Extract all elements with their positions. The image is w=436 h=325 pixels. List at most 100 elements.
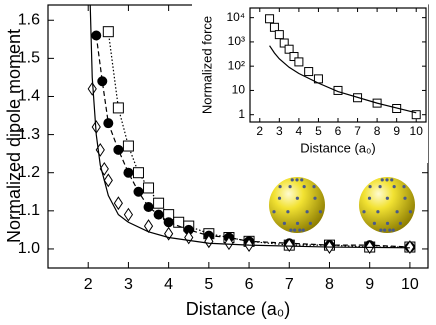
sphere-dot (290, 178, 294, 182)
y-tick-label: 1 (238, 107, 245, 121)
sphere-dot (286, 210, 290, 214)
y-tick-label: 10 (232, 83, 246, 97)
y-tick-label: 10² (228, 58, 245, 72)
sphere (269, 177, 325, 233)
square-marker (411, 110, 421, 120)
diamond-marker (99, 161, 109, 176)
sphere-dot (313, 196, 317, 200)
x-tick-label: 4 (296, 124, 303, 138)
square-marker (265, 14, 275, 24)
sphere-dot (391, 228, 395, 232)
sphere-dot (378, 185, 382, 189)
square-marker (102, 26, 114, 38)
square-marker (274, 30, 284, 40)
sphere-dot (288, 185, 292, 189)
sphere-dot (282, 221, 286, 225)
square-marker (153, 197, 165, 209)
x-tick-label: 5 (315, 124, 322, 138)
sphere-dot (402, 185, 406, 189)
circle-marker (143, 202, 154, 213)
y-tick-label: 10⁴ (226, 10, 245, 24)
diamond-marker (224, 236, 234, 251)
sphere-dot (379, 228, 383, 232)
x-tick-label: 10 (401, 276, 419, 293)
y-tick-label: 1.4 (18, 88, 40, 105)
x-tick-label: 9 (365, 276, 374, 293)
inset: 2 3 4 5 6 7 8 9 10 1 10 10² 10³ 10⁴ Normalized force Di… (199, 7, 427, 155)
x-tick-label: 5 (204, 276, 213, 293)
circle-marker (97, 76, 108, 87)
square-marker (143, 182, 155, 194)
sphere-dot (295, 221, 300, 225)
y-tick-label: 1.6 (18, 11, 40, 28)
main-plot: 2 3 4 5 6 7 8 9 101.01.11.21.31.41.51.6 (18, 4, 429, 293)
circle-marker (91, 30, 102, 41)
sphere-dot (308, 221, 312, 225)
y-tick-label: 1.1 (18, 202, 40, 219)
sphere-dot (293, 228, 297, 232)
x-tick-label: 2 (84, 276, 93, 293)
x-tick-label: 6 (245, 276, 254, 293)
diamond-marker (204, 234, 214, 249)
square-marker (132, 167, 144, 179)
x-tick-label: 3 (276, 124, 283, 138)
square-marker (269, 22, 279, 32)
x-tick-label: 9 (393, 124, 400, 138)
x-tick-label: 6 (335, 124, 342, 138)
series-line (269, 45, 417, 114)
sphere-dot (392, 185, 396, 189)
sphere-dot (298, 228, 302, 232)
x-tick-label: 3 (124, 276, 133, 293)
square-marker (284, 44, 294, 54)
sphere-illustration (269, 177, 325, 233)
x-tick-label: 8 (325, 276, 334, 293)
sphere-dot (403, 196, 407, 200)
diamond-marker (405, 240, 415, 254)
sphere-dot (368, 185, 372, 189)
y-tick-label: 1.5 (18, 50, 40, 67)
x-tick-label: 7 (354, 124, 361, 138)
circle-marker (133, 186, 144, 197)
x-tick-label: 10 (410, 124, 424, 138)
x-tick-label: 2 (256, 124, 263, 138)
sphere-dot (318, 210, 323, 214)
sphere-dot (385, 178, 389, 182)
x-axis-title: Distance (a₀) (186, 299, 291, 319)
sphere-dot (388, 228, 392, 232)
sphere-dot (380, 178, 384, 182)
sphere-dot (398, 221, 402, 225)
circle-marker (103, 118, 114, 129)
circle-marker (153, 209, 164, 220)
sphere-dot (385, 221, 390, 225)
sphere-dot (301, 228, 305, 232)
sphere-dot (408, 210, 413, 214)
y-tick-label: 10³ (228, 34, 245, 48)
square-marker (304, 67, 314, 77)
sphere-dot (300, 178, 304, 182)
sphere-dot (289, 228, 293, 232)
square-marker (112, 102, 124, 114)
sphere-dot (395, 210, 399, 214)
diamond-marker (103, 173, 113, 188)
x-tick-label: 7 (285, 276, 294, 293)
diamond-marker (87, 81, 97, 96)
sphere-dot (295, 178, 299, 182)
circle-marker (113, 144, 124, 155)
square-marker (289, 52, 299, 62)
sphere-dot (383, 228, 387, 232)
sphere-dot (376, 210, 380, 214)
circle-marker (123, 167, 134, 178)
sphere-dot (305, 210, 309, 214)
square-marker (294, 57, 304, 67)
diamond-marker (164, 226, 174, 241)
diamond-marker (113, 196, 123, 211)
x-tick-label: 4 (164, 276, 173, 293)
sphere-dot (272, 210, 276, 214)
x-tick-label: 8 (374, 124, 381, 138)
square-marker (279, 38, 289, 48)
y-tick-label: 1.3 (18, 126, 40, 143)
series-line (95, 35, 410, 248)
sphere-dot (362, 210, 366, 214)
y-axis-title: Normalized dipole moment (4, 29, 24, 243)
